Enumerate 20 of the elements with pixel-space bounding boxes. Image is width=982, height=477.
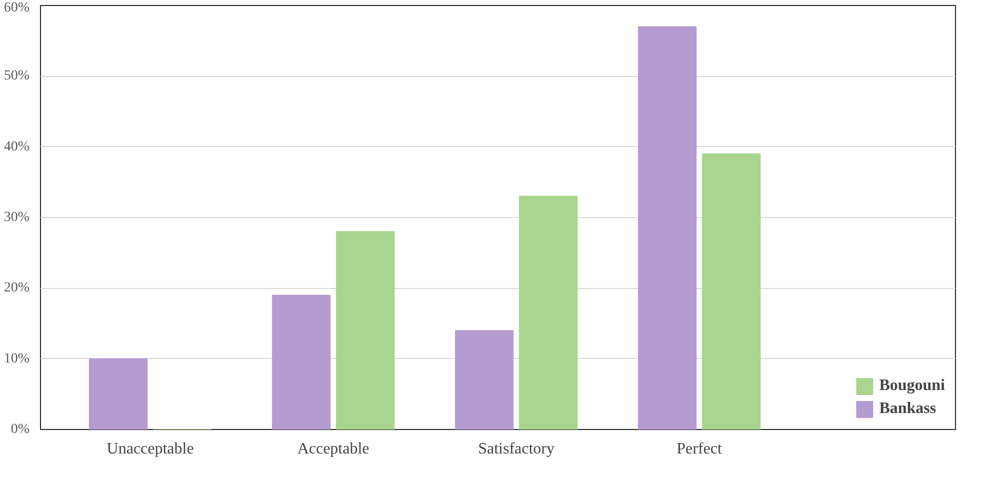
y-tick-label: 30%: [4, 210, 30, 225]
x-tick-label: Acceptable: [297, 440, 370, 458]
bar: [638, 26, 697, 430]
bar: [336, 231, 395, 430]
y-tick-label: 0%: [10, 422, 30, 437]
bar: [272, 294, 331, 430]
y-tick-label: 10%: [4, 351, 30, 366]
bar: [702, 153, 761, 430]
bar: [88, 358, 148, 430]
y-tick-label: 50%: [4, 68, 30, 84]
y-tick-label: 40%: [4, 139, 30, 154]
bar: [454, 330, 514, 430]
x-tick-label: Satisfactory: [478, 440, 555, 458]
x-tick-label: Perfect: [676, 440, 723, 458]
legend-label: Bankass: [879, 400, 936, 418]
y-tick-label: 60%: [4, 0, 30, 16]
x-tick-label: Unacceptable: [106, 440, 194, 458]
bar: [519, 196, 578, 430]
legend-label: Bougouni: [879, 377, 945, 395]
y-tick-label: 20%: [4, 280, 30, 296]
